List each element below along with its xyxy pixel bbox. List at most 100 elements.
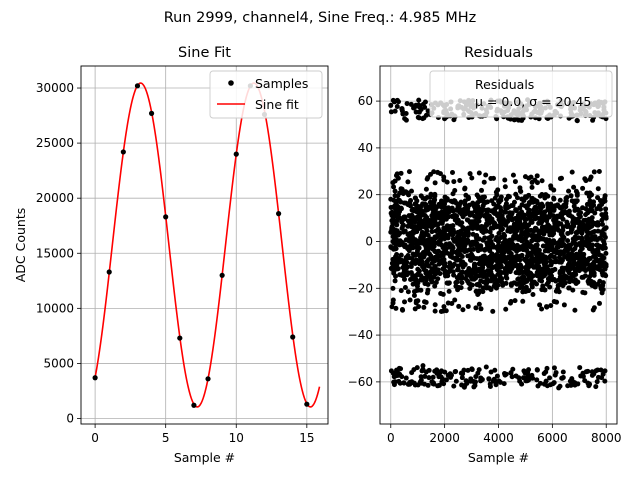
residual-point: [469, 219, 475, 225]
residuals-xtick-label: 0: [387, 431, 395, 445]
residual-point: [470, 246, 476, 252]
residual-point: [416, 222, 422, 228]
residual-point: [405, 381, 411, 387]
residual-point: [394, 218, 400, 224]
residual-point: [390, 215, 396, 221]
residual-point: [571, 253, 577, 259]
residual-point: [393, 305, 399, 311]
residual-point: [432, 258, 438, 264]
residual-point: [592, 221, 598, 227]
residual-point: [530, 273, 536, 279]
residual-point: [502, 245, 508, 251]
residual-point: [599, 290, 605, 296]
residual-point: [556, 241, 562, 247]
residual-point: [579, 238, 585, 244]
residual-point: [443, 273, 449, 279]
residual-point: [424, 217, 430, 223]
residuals-xtick-label: 6000: [537, 431, 568, 445]
residual-point: [586, 243, 592, 249]
sine-fit-xlabel: Sample #: [174, 450, 235, 465]
sine-fit-ytick-label: 10000: [36, 301, 74, 315]
residuals-xlabel: Sample #: [468, 450, 529, 465]
residual-point: [516, 246, 522, 252]
residual-point: [542, 287, 548, 293]
residual-point: [531, 228, 537, 234]
residual-point: [442, 369, 448, 375]
residual-point: [547, 375, 553, 381]
residual-point: [459, 254, 465, 260]
residual-point: [489, 251, 495, 257]
residual-point: [485, 240, 491, 246]
residual-point: [494, 203, 500, 209]
residual-point: [597, 252, 603, 258]
residual-point: [399, 306, 405, 312]
residual-point: [425, 282, 431, 288]
residual-point: [388, 204, 394, 210]
residual-point: [571, 203, 577, 209]
residual-point: [519, 196, 525, 202]
residual-point: [456, 303, 462, 309]
residuals-data: [388, 97, 609, 391]
residual-point: [403, 237, 409, 243]
residual-point: [587, 198, 593, 204]
residual-point: [391, 184, 397, 190]
residual-point: [405, 202, 411, 208]
residual-point: [514, 195, 520, 201]
residual-point: [421, 304, 427, 310]
residual-point: [450, 245, 456, 251]
residual-point: [470, 276, 476, 282]
sine-fit-ytick-label: 15000: [36, 246, 74, 260]
residual-point: [459, 259, 465, 265]
residual-point: [529, 219, 535, 225]
residual-point: [451, 179, 457, 185]
residual-point: [392, 193, 398, 199]
residual-point: [492, 367, 498, 373]
residual-point: [416, 97, 422, 103]
residuals-ytick-label: −60: [348, 375, 373, 389]
legend-sine-fit-label: Sine fit: [255, 97, 299, 112]
residual-point: [487, 381, 493, 387]
residual-point: [432, 191, 438, 197]
residual-point: [486, 219, 492, 225]
residual-point: [415, 280, 421, 286]
residual-point: [446, 288, 452, 294]
residuals-ytick-label: −20: [348, 281, 373, 295]
sine-fit-legend-box: [209, 70, 323, 119]
residual-point: [549, 273, 554, 279]
residual-point: [484, 285, 490, 291]
residual-point: [475, 208, 481, 214]
residual-point: [551, 365, 557, 371]
residual-point: [503, 306, 509, 312]
residual-point: [524, 222, 530, 228]
residual-point: [519, 282, 525, 288]
residual-point: [454, 279, 460, 285]
residual-point: [547, 230, 553, 236]
residual-point: [502, 177, 508, 183]
residual-point: [562, 273, 568, 279]
residual-point: [594, 237, 600, 243]
residual-point: [491, 376, 497, 382]
residual-point: [405, 231, 411, 237]
residual-point: [411, 367, 417, 373]
residual-point: [467, 171, 473, 177]
residual-point: [558, 259, 564, 265]
residual-point: [452, 212, 458, 218]
residual-point: [412, 252, 418, 258]
residual-point: [422, 373, 428, 379]
residual-point: [503, 271, 509, 277]
residual-point: [474, 241, 480, 247]
residual-point: [449, 263, 455, 269]
residual-point: [453, 207, 459, 213]
residual-point: [577, 248, 583, 254]
residual-point: [569, 376, 575, 382]
residual-point: [554, 213, 560, 219]
residuals-legend-box: [429, 70, 613, 118]
residual-point: [393, 373, 399, 379]
residual-point: [412, 306, 418, 312]
residual-point: [508, 282, 514, 288]
sample-point: [205, 376, 211, 382]
residual-point: [432, 308, 438, 314]
residual-point: [440, 266, 446, 272]
residual-point: [459, 211, 465, 217]
residual-point: [580, 185, 586, 191]
